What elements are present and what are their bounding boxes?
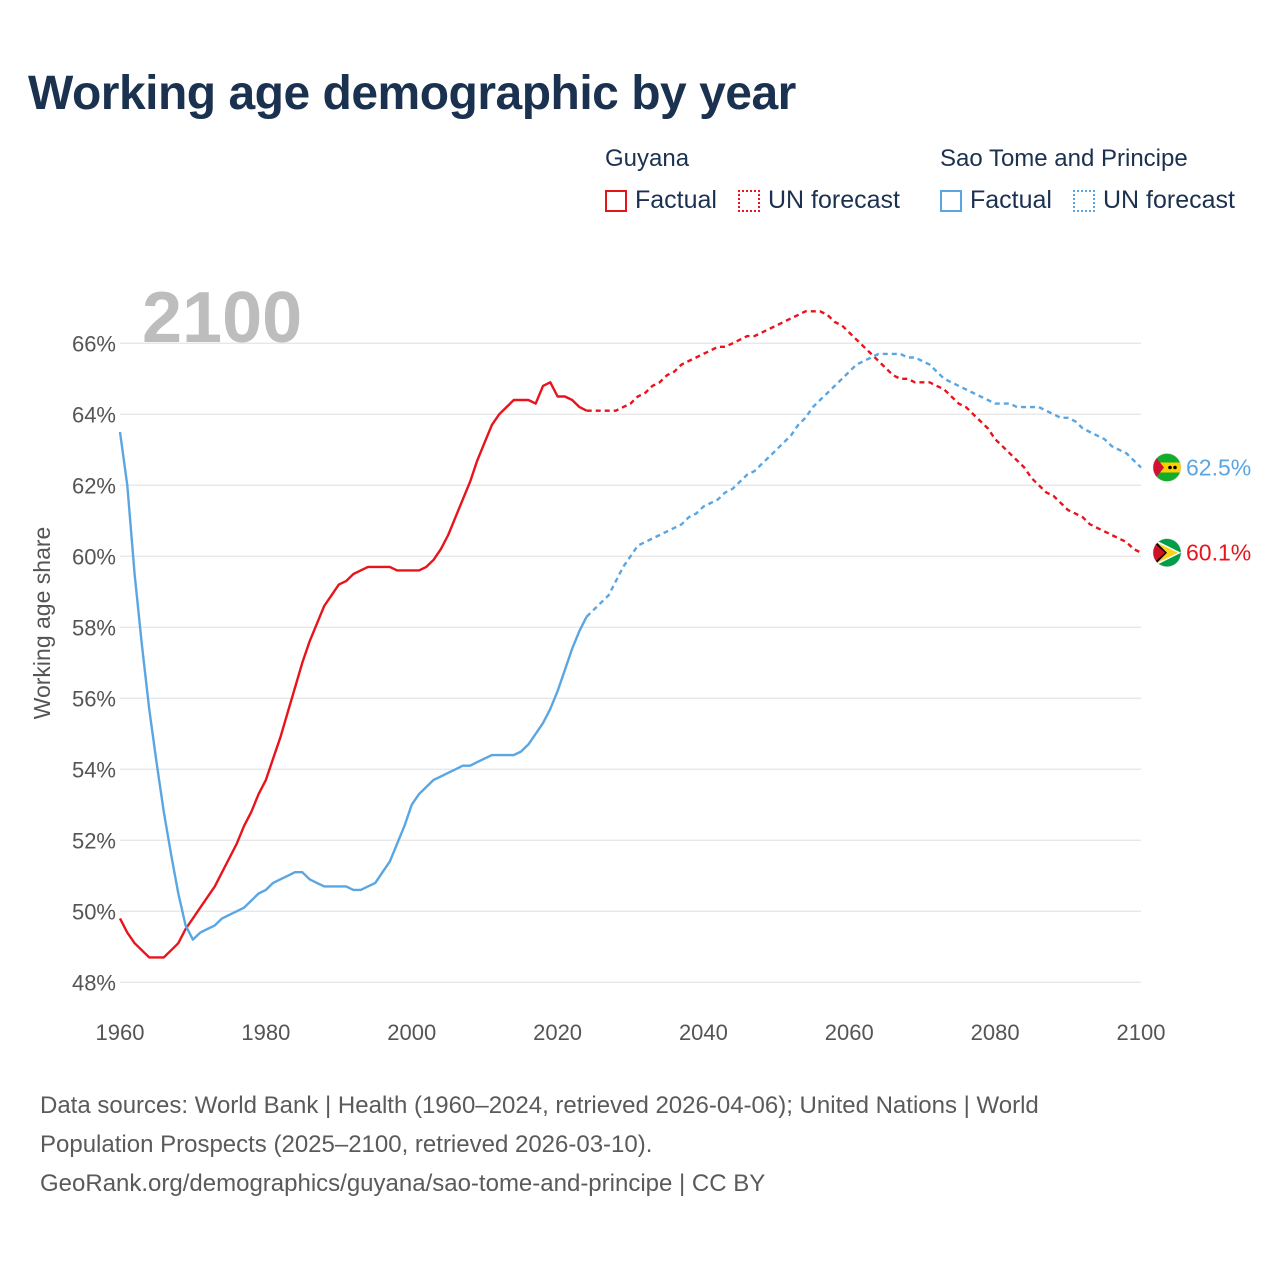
- legend-solid-swatch: [605, 189, 627, 212]
- x-tick-label: 1980: [241, 1020, 290, 1045]
- sources-line-2: Population Prospects (2025–2100, retriev…: [40, 1131, 653, 1158]
- sources-line-1: Data sources: World Bank | Health (1960–…: [40, 1092, 1039, 1119]
- legend-guyana-factual[interactable]: Factual: [605, 186, 717, 215]
- year-overlay: 2100: [142, 278, 302, 358]
- y-tick-label: 54%: [72, 757, 116, 782]
- legend-label: Factual: [970, 186, 1052, 214]
- y-tick-label: 48%: [72, 970, 116, 995]
- y-axis: 48% 50% 52% 54% 56% 58% 60% 62% 64% 66%: [72, 331, 116, 995]
- y-tick-label: 58%: [72, 615, 116, 640]
- legend-group-sao-tome: Sao Tome and Principe: [940, 145, 1188, 172]
- end-value-label-sao-tome: 62.5%: [1186, 455, 1251, 481]
- y-tick-label: 50%: [72, 899, 116, 924]
- legend-dotted-swatch: [738, 189, 760, 212]
- legend-label: Factual: [635, 186, 717, 214]
- y-tick-label: 64%: [72, 402, 116, 427]
- series-line-sao-tome-and-principe-factual: [118, 431, 588, 941]
- legend-sao-tome-factual[interactable]: Factual: [940, 186, 1052, 215]
- legend-guyana-forecast[interactable]: UN forecast: [738, 186, 900, 215]
- x-tick-label: 2080: [971, 1020, 1020, 1045]
- x-tick-label: 2100: [1117, 1020, 1166, 1045]
- y-tick-label: 60%: [72, 544, 116, 569]
- series-line-guyana-forecast: [586, 310, 1142, 554]
- line-chart: 2100 48% 50% 52% 54% 56% 58% 60% 62% 64% 66% 1960…: [29, 278, 1251, 1045]
- legend-solid-swatch: [940, 189, 962, 212]
- x-tick-label: 2000: [387, 1020, 436, 1045]
- end-value-label-guyana: 60.1%: [1186, 540, 1251, 566]
- guyana-flag-icon: [1152, 538, 1182, 567]
- x-tick-label: 2020: [533, 1020, 582, 1045]
- series: [118, 310, 1142, 959]
- legend-sao-tome-forecast[interactable]: UN forecast: [1073, 186, 1235, 215]
- data-sources: Data sources: World Bank | Health (1960–…: [40, 1086, 1240, 1203]
- sources-line-3[interactable]: GeoRank.org/demographics/guyana/sao-tome…: [40, 1170, 766, 1197]
- x-tick-label: 2060: [825, 1020, 874, 1045]
- y-axis-label: Working age share: [29, 527, 55, 720]
- sao-tome-flag-icon: [1152, 453, 1182, 482]
- series-line-guyana-factual: [118, 381, 588, 959]
- x-tick-label: 2040: [679, 1020, 728, 1045]
- x-tick-label: 1960: [96, 1020, 145, 1045]
- legend-group-guyana: Guyana: [605, 145, 690, 172]
- legend-label: UN forecast: [768, 186, 900, 214]
- series-line-sao-tome-and-principe-forecast: [585, 352, 1142, 618]
- chart-title: Working age demographic by year: [28, 67, 796, 120]
- legend-label: UN forecast: [1103, 186, 1235, 214]
- grid: [120, 342, 1141, 983]
- y-tick-label: 52%: [72, 828, 116, 853]
- y-tick-label: 66%: [72, 331, 116, 356]
- legend-dotted-swatch: [1073, 189, 1095, 212]
- x-axis: 1960 1980 2000 2020 2040 2060 2080 2100: [96, 1020, 1166, 1045]
- y-tick-label: 56%: [72, 686, 116, 711]
- y-tick-label: 62%: [72, 473, 116, 498]
